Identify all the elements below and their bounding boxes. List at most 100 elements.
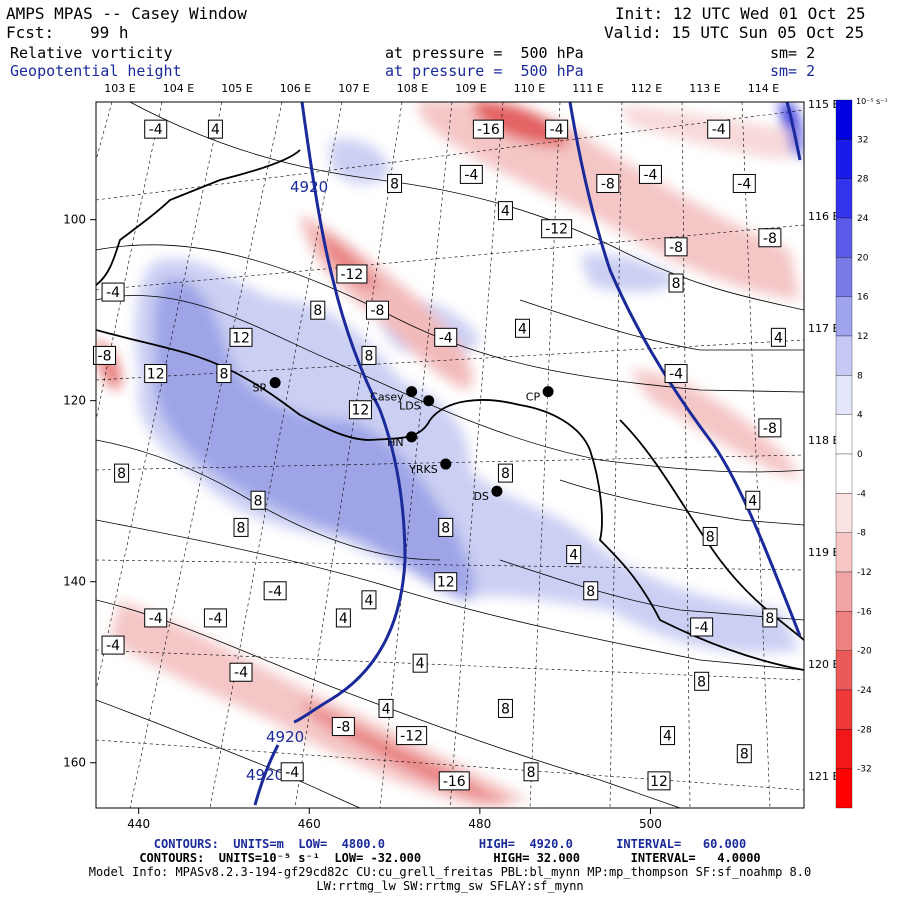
colorbar-band xyxy=(835,729,853,769)
forecast-label: Fcst: xyxy=(6,23,55,42)
vorticity-label-text: -4 xyxy=(712,122,726,138)
vorticity-label-box xyxy=(668,273,684,293)
vorticity-label-text: 8 xyxy=(441,520,450,536)
vorticity-label-box xyxy=(736,744,752,764)
colorbar-band xyxy=(835,768,853,809)
vorticity-label: -4 xyxy=(732,173,756,193)
vorticity-label: -8 xyxy=(758,228,782,248)
vorticity-label-box xyxy=(758,418,782,438)
colorbar-tick-label: -12 xyxy=(857,568,872,578)
vorticity-label: 4 xyxy=(412,653,428,673)
vorticity-label-text: -4 xyxy=(106,285,120,301)
vorticity-label-box xyxy=(207,119,223,139)
vorticity-label: 4 xyxy=(566,545,582,565)
vorticity-label-text: -4 xyxy=(285,765,299,781)
vorticity-label-text: 8 xyxy=(765,611,774,627)
vorticity-label: -8 xyxy=(596,173,620,193)
vorticity-label: -4 xyxy=(144,608,168,628)
vorticity-label-text: -12 xyxy=(400,729,423,745)
vorticity-label: 8 xyxy=(694,671,710,691)
colorbar-tick-label: 8 xyxy=(857,371,863,381)
vorticity-label-text: -4 xyxy=(149,611,163,627)
longitude-labels: 103 E 104 E 105 E 106 E 107 E 108 E 109 E 110 E… xyxy=(104,82,779,95)
vorticity-label-text: 8 xyxy=(254,493,263,509)
y-tick-label: 140 xyxy=(63,575,86,589)
colorbar-band xyxy=(835,99,853,140)
vorticity-label: 8 xyxy=(702,526,718,546)
vorticity-label: 8 xyxy=(310,300,326,320)
vorticity-label-text: -4 xyxy=(550,122,564,138)
vorticity-label-box xyxy=(694,671,710,691)
station-label: CP xyxy=(526,391,541,404)
colorbar-band xyxy=(835,139,853,179)
longitude-label: 111 E xyxy=(572,82,603,95)
height-contour-labels: 4920 4920 4920 xyxy=(246,178,328,784)
vorticity-label-box xyxy=(596,173,620,193)
vorticity-label: 8 xyxy=(497,698,513,718)
longitude-label: 112 E xyxy=(631,82,662,95)
vorticity-label-text: 8 xyxy=(501,701,510,717)
x-tick-label: 480 xyxy=(468,817,491,831)
vorticity-value-labels: -4 4 -16 -4 -4 8 -4 -8 -4 -4 4 -12 -8 -8 -12 8 -4 8 -8 4 12 -… xyxy=(93,119,786,791)
vorticity-label: -4 xyxy=(638,164,662,184)
footer-vorticity-contours: CONTOURS: UNITS=10⁻⁵ s⁻¹ LOW= -32.000 HI… xyxy=(139,851,761,865)
y-axis-ticks: 100 120 140 160 xyxy=(63,213,96,770)
vorticity-shading xyxy=(96,102,804,808)
vorticity-label: 4 xyxy=(660,726,676,746)
station-label: Casey xyxy=(370,391,404,404)
vorticity-label: -4 xyxy=(144,119,168,139)
station-marker xyxy=(542,386,554,398)
longitude-label: 108 E xyxy=(397,82,428,95)
vorticity-label-box xyxy=(523,762,539,782)
station-label: LDS xyxy=(399,400,421,413)
vorticity-label: -4 xyxy=(263,581,287,601)
vorticity-label-text: 8 xyxy=(365,348,374,364)
vorticity-label-box xyxy=(762,608,778,628)
vorticity-label-text: 8 xyxy=(672,276,681,292)
vorticity-label-box xyxy=(638,164,662,184)
vorticity-label: 4 xyxy=(515,318,531,338)
colorbar-tick-label: 12 xyxy=(857,332,868,342)
vorticity-label-text: -4 xyxy=(439,330,453,346)
colorbar-band xyxy=(835,453,853,494)
vorticity-label-box xyxy=(144,119,168,139)
x-tick-label: 440 xyxy=(127,817,150,831)
colorbar-tick-label: 16 xyxy=(857,293,869,303)
vorticity-label-box xyxy=(361,345,377,365)
colorbar-units: 10⁻⁵ s⁻¹ xyxy=(856,97,888,106)
vorticity-label: 4 xyxy=(361,590,377,610)
x-axis-ticks: 440 460 480 500 xyxy=(127,808,662,831)
vorticity-label-box xyxy=(459,164,483,184)
colorbar-tick-label: -28 xyxy=(857,725,872,735)
vorticity-label: 8 xyxy=(668,273,684,293)
vorticity-label: -4 xyxy=(690,617,714,637)
colorbar-band xyxy=(835,532,853,573)
vorticity-label-box xyxy=(335,608,351,628)
colorbar-tick-label: -4 xyxy=(857,489,866,499)
y-tick-label: 100 xyxy=(63,213,86,227)
vorticity-label-box xyxy=(745,490,761,510)
vorticity-label-text: 8 xyxy=(117,466,126,482)
height-contour-southwest xyxy=(253,744,280,806)
vorticity-label-box xyxy=(361,590,377,610)
height-label-2: 4920 xyxy=(266,728,304,746)
vorticity-label: 8 xyxy=(736,744,752,764)
vorticity-label-box xyxy=(101,635,125,655)
vorticity-label-box xyxy=(144,608,168,628)
station-marker xyxy=(440,458,452,470)
vorticity-label-box xyxy=(310,300,326,320)
latlon-grid xyxy=(96,102,804,808)
colorbar-band xyxy=(835,375,853,415)
positive-vorticity-small-3 xyxy=(580,254,680,292)
colorbar: 32 28 24 20 16 12 8 4 0 -4 -8 -12 -16 -20 -24 -28 -32 10⁻… xyxy=(835,97,888,809)
vorticity-label-text: 4 xyxy=(211,122,220,138)
vorticity-label-text: 8 xyxy=(527,765,536,781)
vorticity-label-text: 8 xyxy=(219,367,228,383)
vorticity-label: -4 xyxy=(203,608,227,628)
vorticity-label-box xyxy=(434,572,458,592)
vorticity-label-text: -8 xyxy=(763,421,777,437)
vorticity-label: -4 xyxy=(664,364,688,384)
colorbar-tick-label: -16 xyxy=(857,607,872,617)
